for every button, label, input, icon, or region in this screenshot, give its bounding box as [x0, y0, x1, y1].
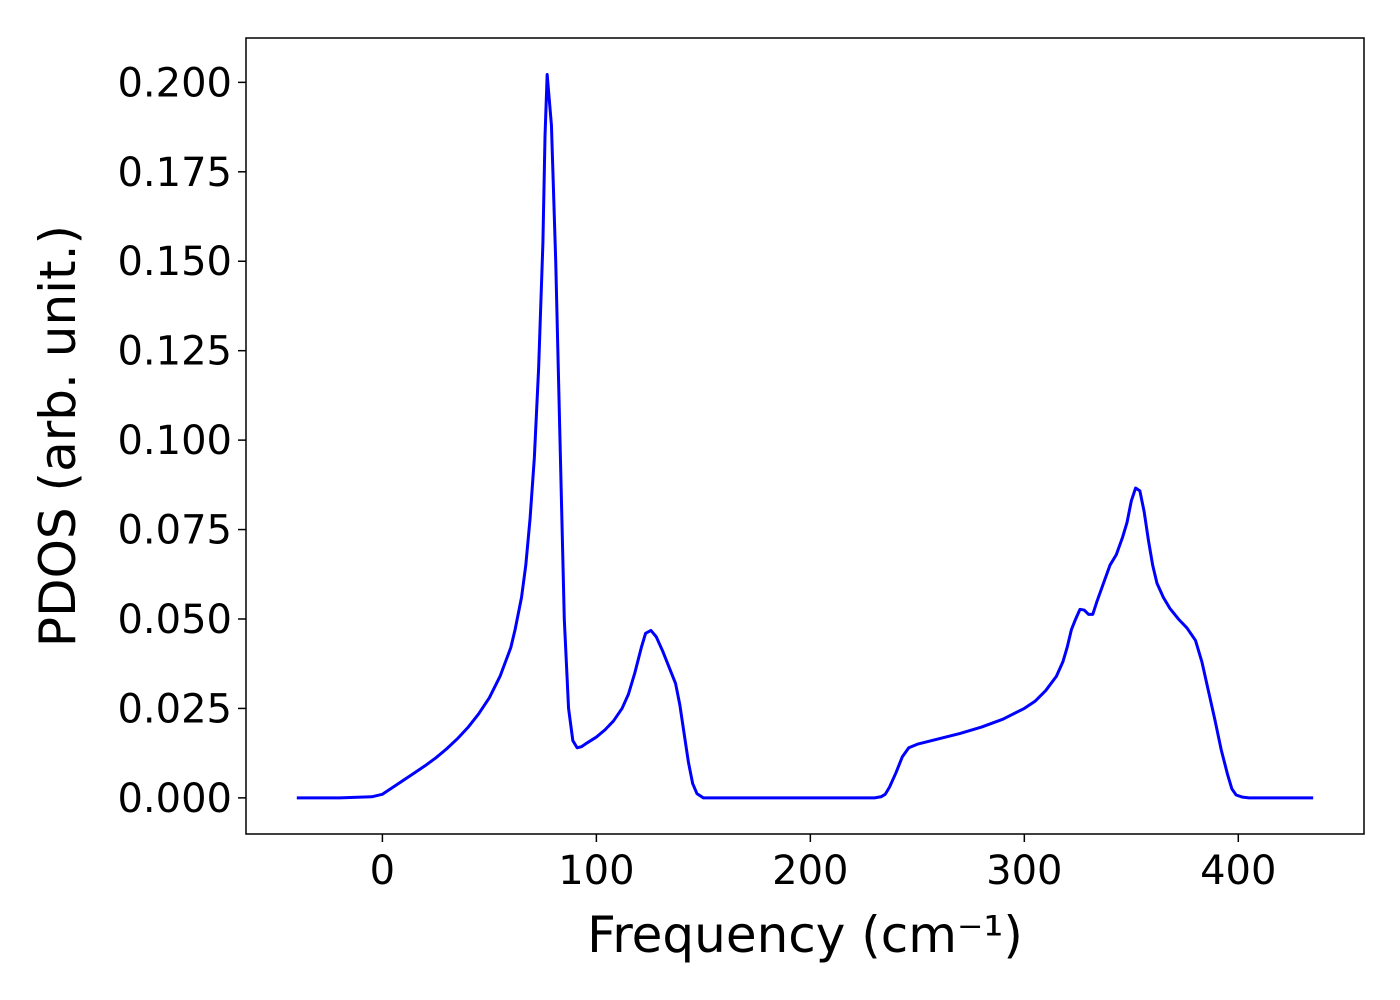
x-tick-label: 100 — [558, 848, 634, 894]
x-tick-label: 400 — [1200, 848, 1276, 894]
y-tick-label: 0.175 — [117, 150, 232, 196]
y-tick-label: 0.075 — [117, 508, 232, 554]
y-tick-label: 0.200 — [117, 60, 232, 106]
data-line — [296, 72, 1314, 800]
y-tick-label: 0.000 — [117, 776, 232, 822]
y-tick-label: 0.025 — [117, 686, 232, 732]
x-axis-label: Frequency (cm⁻¹) — [587, 906, 1023, 964]
y-axis-label: PDOS (arb. unit.) — [29, 225, 87, 647]
x-tick-label: 0 — [370, 848, 395, 894]
y-tick-label: 0.100 — [117, 418, 232, 464]
y-tick-label: 0.125 — [117, 329, 232, 375]
y-tick-label: 0.050 — [117, 597, 232, 643]
x-tick-label: 200 — [772, 848, 848, 894]
x-tick-label: 300 — [986, 848, 1062, 894]
y-tick-label: 0.150 — [117, 239, 232, 285]
plot-frame — [245, 37, 1365, 835]
